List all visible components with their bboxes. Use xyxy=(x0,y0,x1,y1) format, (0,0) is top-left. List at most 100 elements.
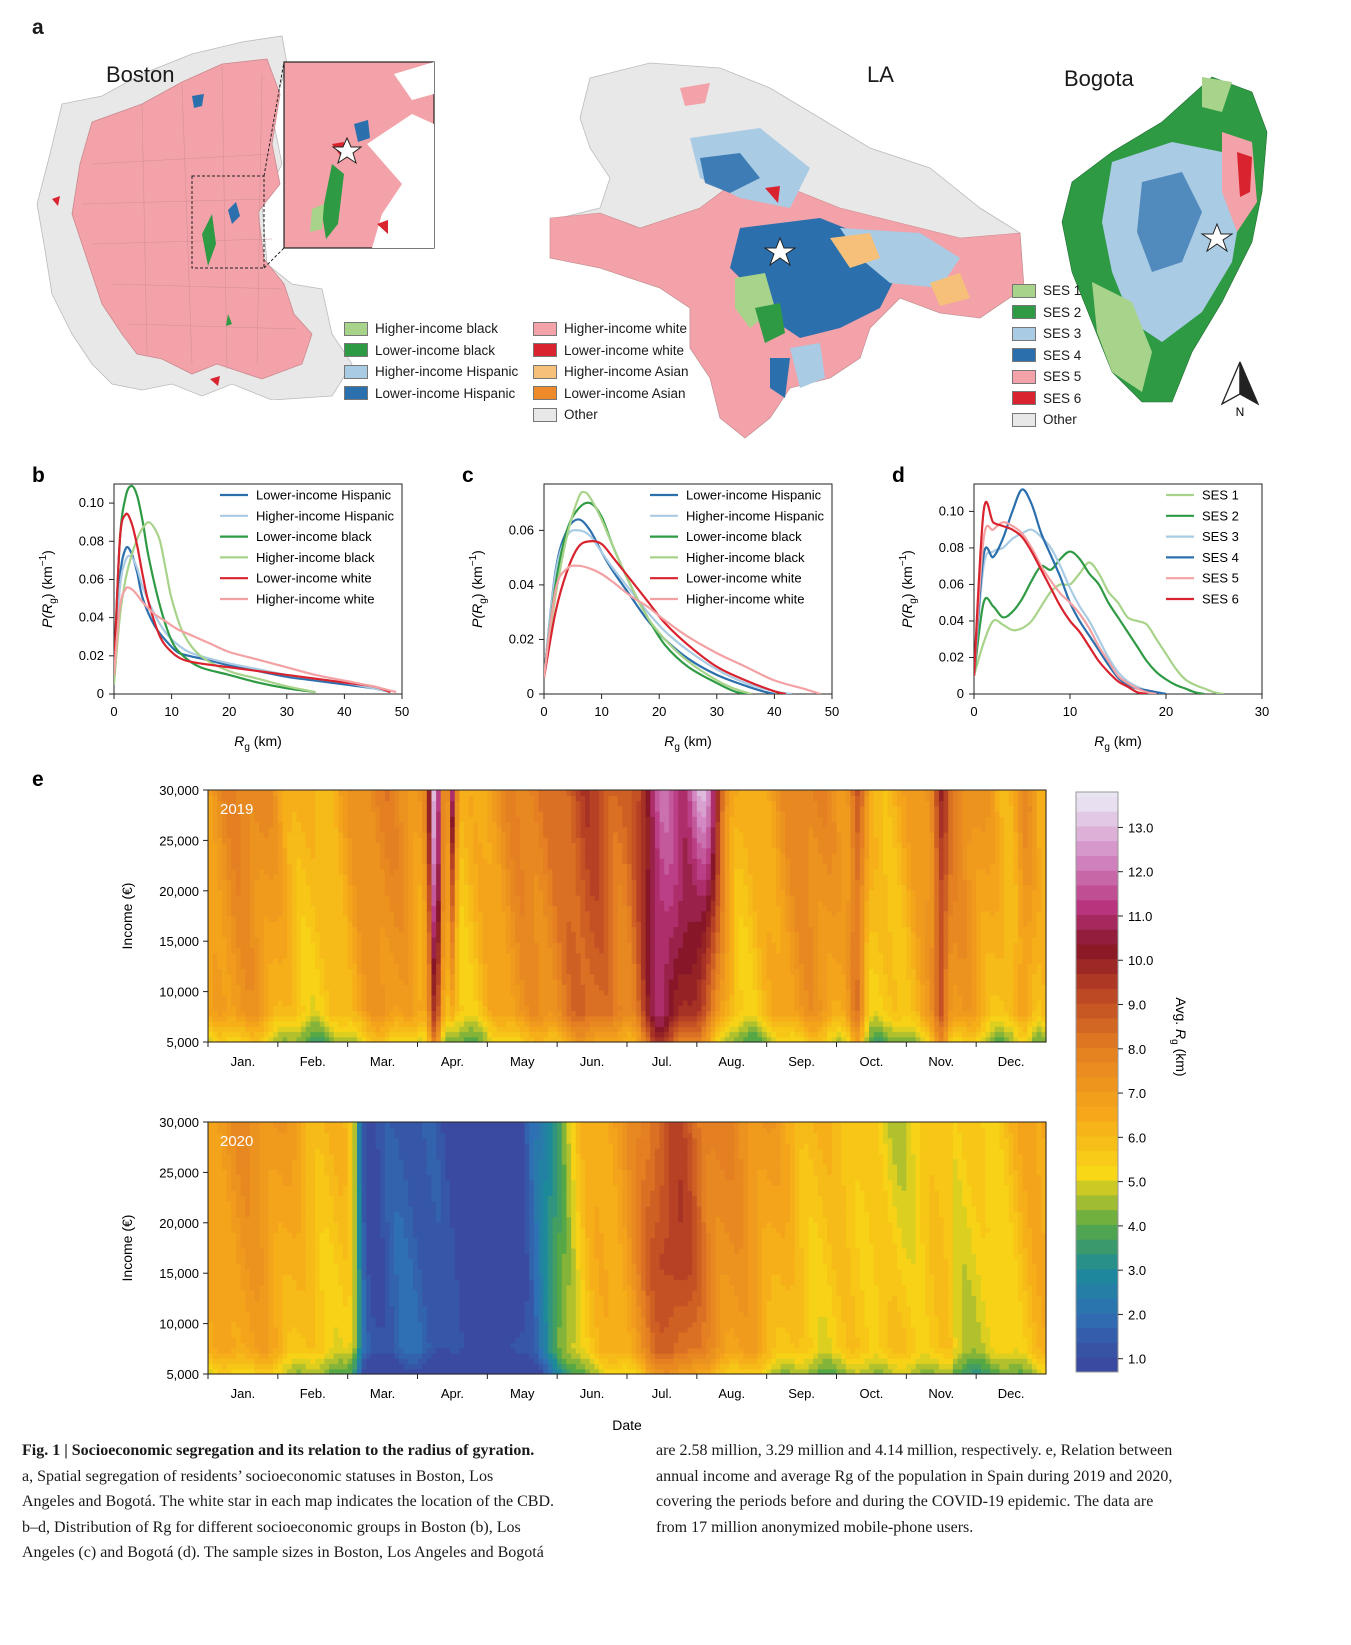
heat-cell xyxy=(654,905,661,912)
x-tick-label: 20 xyxy=(222,704,236,719)
heat-cell xyxy=(403,973,409,980)
legend-label: Lower-income white xyxy=(686,571,802,586)
heat-cell xyxy=(538,942,544,949)
heat-cell xyxy=(305,905,312,912)
ses-legend-item: SES 5 xyxy=(1012,366,1081,388)
heat-cell xyxy=(482,868,488,875)
heat-cell xyxy=(445,994,451,1001)
heat-cell xyxy=(263,1026,270,1033)
heat-cell xyxy=(384,847,391,854)
heat-cell xyxy=(482,1015,488,1022)
heat-cell xyxy=(650,952,656,959)
heat-cell xyxy=(482,979,488,985)
heat-cell xyxy=(622,816,628,823)
heat-cell xyxy=(305,1021,312,1027)
heat-cell xyxy=(482,952,488,959)
heat-cell xyxy=(450,826,456,833)
heat-cell xyxy=(580,837,586,844)
heat-cell xyxy=(664,968,670,975)
heat-cell xyxy=(347,1010,353,1017)
heat-cell xyxy=(333,800,339,807)
heat-cell xyxy=(650,958,656,964)
heat-cell xyxy=(636,889,642,896)
heat-cell xyxy=(659,842,665,849)
heat-cell xyxy=(370,958,377,964)
heat-cell xyxy=(538,847,544,854)
heat-cell xyxy=(212,968,218,975)
heat-cell xyxy=(226,1036,232,1043)
heat-cell xyxy=(631,816,637,823)
heat-cell xyxy=(575,1005,582,1012)
heat-cell xyxy=(235,968,242,975)
heat-cell xyxy=(505,926,512,933)
heat-cell xyxy=(301,1010,307,1017)
heat-cell xyxy=(384,821,391,828)
heat-cell xyxy=(468,1015,474,1022)
heat-cell xyxy=(557,968,563,975)
heat-cell xyxy=(487,879,493,886)
heat-cell xyxy=(627,931,633,938)
heat-cell xyxy=(617,847,623,854)
heat-cell xyxy=(515,921,521,928)
heat-cell xyxy=(221,847,228,854)
heat-cell xyxy=(263,973,270,980)
heat-cell xyxy=(375,1010,381,1017)
heat-cell xyxy=(287,973,293,980)
heat-cell xyxy=(580,989,586,996)
heat-cell xyxy=(403,958,409,964)
heat-cell xyxy=(426,863,433,870)
heat-cell xyxy=(287,879,293,886)
heat-cell xyxy=(324,926,330,933)
heat-cell xyxy=(347,795,353,802)
heat-cell xyxy=(533,947,540,954)
heat-cell xyxy=(208,1000,214,1006)
heat-cell xyxy=(329,874,335,880)
heat-cell xyxy=(450,1031,456,1038)
heat-cell xyxy=(654,958,661,964)
heat-cell xyxy=(384,1031,391,1038)
heat-cell xyxy=(352,868,358,875)
heat-cell xyxy=(496,984,502,991)
heat-cell xyxy=(622,874,628,880)
heat-cell xyxy=(645,805,651,812)
heat-cell xyxy=(380,942,386,949)
heat-cell xyxy=(515,790,521,796)
heat-cell xyxy=(315,889,321,896)
heat-cell xyxy=(636,837,642,844)
heat-cell xyxy=(221,826,228,833)
heat-cell xyxy=(329,994,335,1001)
heat-cell xyxy=(561,973,568,980)
heat-cell xyxy=(561,1031,568,1038)
heat-cell xyxy=(208,947,214,954)
x-tick-label: 10 xyxy=(594,704,608,719)
heat-cell xyxy=(352,916,358,922)
heat-cell xyxy=(310,1036,316,1043)
heat-cell xyxy=(575,994,582,1001)
heat-cell xyxy=(454,1031,460,1038)
heat-cell xyxy=(333,931,339,938)
heat-cell xyxy=(422,926,428,933)
heat-cell xyxy=(221,863,228,870)
heat-cell xyxy=(417,847,423,854)
heat-cell xyxy=(650,926,656,933)
heat-cell xyxy=(659,816,665,823)
heat-cell xyxy=(310,853,316,859)
heat-cell xyxy=(519,884,526,891)
heat-cell xyxy=(459,979,465,985)
heat-cell xyxy=(547,937,554,943)
heat-cell xyxy=(240,931,246,938)
panel-letter-b: b xyxy=(32,464,45,487)
heat-cell xyxy=(370,926,377,933)
heat-cell xyxy=(464,837,470,844)
heat-cell xyxy=(287,868,293,875)
heat-cell xyxy=(245,821,251,828)
heat-cell xyxy=(585,1026,591,1033)
heat-cell xyxy=(575,931,582,938)
heat-cell xyxy=(464,1026,470,1033)
heat-cell xyxy=(654,937,661,943)
heat-cell xyxy=(235,984,242,991)
heat-cell xyxy=(422,1036,428,1043)
heat-cell xyxy=(496,900,502,907)
heat-cell xyxy=(310,1026,316,1033)
x-tick-label: 10 xyxy=(1063,704,1077,719)
